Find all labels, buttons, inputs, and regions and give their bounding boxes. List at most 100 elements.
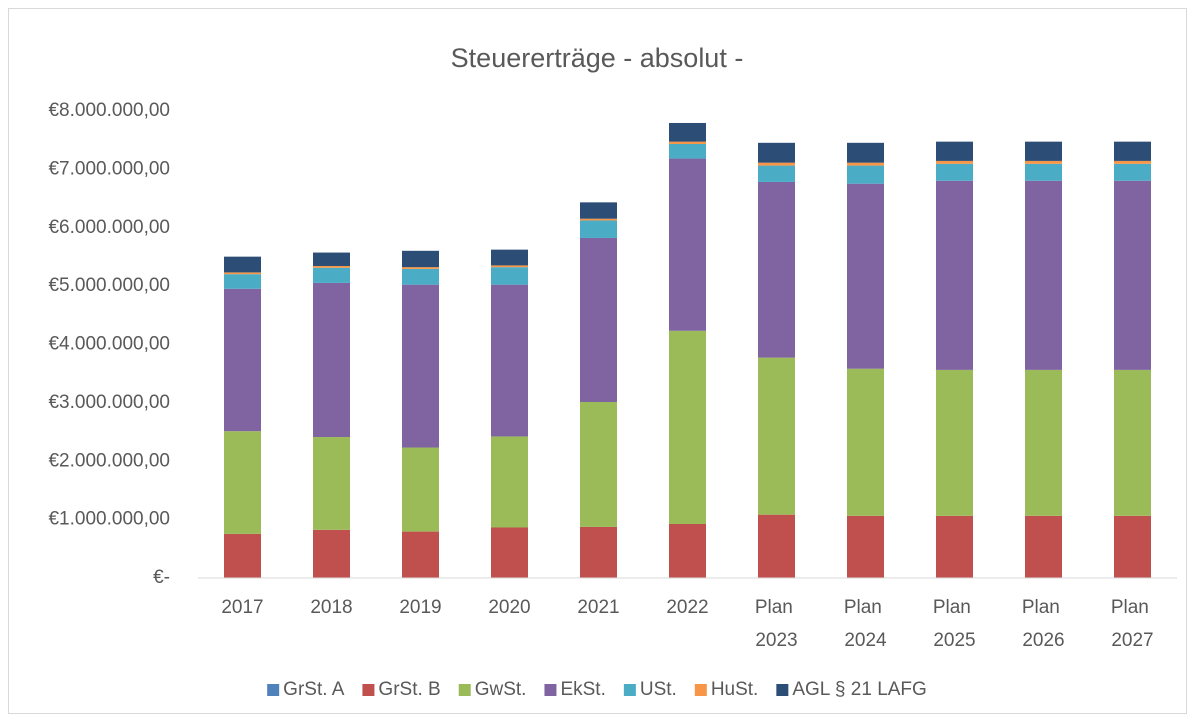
y-tick-label: €1.000.000,00 [48, 509, 170, 530]
x-tick-label: 2017 [221, 597, 263, 618]
bar-segment [224, 288, 261, 432]
y-tick-label: €- [153, 567, 170, 588]
bar-segment [580, 401, 617, 527]
y-tick-label: €4.000.000,00 [48, 334, 170, 355]
bar-segment [936, 180, 973, 370]
bar-segment [1025, 180, 1062, 370]
x-tick-label: Plan 2024 [844, 597, 887, 651]
bar-segment [669, 122, 706, 142]
bar-segment [847, 515, 884, 578]
bar-segment [224, 431, 261, 534]
bar-segment [580, 237, 617, 402]
bar-segment [313, 437, 350, 530]
bar-segment [402, 250, 439, 268]
bar-segment [402, 268, 439, 285]
legend-swatch [267, 684, 280, 696]
legend: GrSt. A GrSt. B GwSt. EkSt. USt. HuSt. AGL § 2… [267, 679, 927, 700]
bar-segment [1025, 160, 1062, 164]
legend-label: AGL § 21 LAFG [792, 679, 926, 700]
bar-segment [402, 531, 439, 578]
x-tick-label: Plan 2025 [933, 597, 976, 651]
bar-segment [580, 202, 617, 219]
legend-label: EkSt. [560, 679, 605, 700]
y-tick-label: €3.000.000,00 [48, 392, 170, 413]
bar-segment [847, 183, 884, 369]
legend-label: GrSt. A [283, 679, 345, 700]
bar-segment [758, 514, 795, 578]
bar-segment [1114, 141, 1151, 161]
bar-segment [313, 529, 350, 578]
bar-segment [580, 220, 617, 238]
bar-segment [580, 218, 617, 221]
bar-segment [402, 267, 439, 269]
bar-segment [1025, 515, 1062, 578]
bar-segment [491, 527, 528, 578]
bar-segment [402, 447, 439, 532]
chart-title: Steuererträge - absolut - [451, 43, 744, 73]
bar-segment [758, 357, 795, 515]
bar-segment [1114, 515, 1151, 578]
legend-label: GrSt. B [378, 679, 440, 700]
x-tick-label: 2018 [310, 597, 352, 618]
bar-segment [847, 165, 884, 184]
bar-segment [936, 369, 973, 516]
x-tick-label: 2021 [577, 597, 619, 618]
bar-segment [313, 252, 350, 266]
y-tick-label: €6.000.000,00 [48, 217, 170, 238]
bar-segment [1025, 163, 1062, 181]
bar-segment [936, 160, 973, 164]
legend-swatch [458, 684, 471, 696]
legend-swatch [776, 684, 789, 696]
bar-segment [313, 282, 350, 438]
bar-segment [224, 274, 261, 289]
bar-segment [758, 181, 795, 358]
y-tick-label: €7.000.000,00 [48, 158, 170, 179]
bar-segment [669, 143, 706, 159]
legend-swatch [623, 684, 636, 696]
x-tick-label: 2022 [666, 597, 708, 618]
bar-segment [847, 142, 884, 163]
x-tick-label: Plan 2027 [1111, 597, 1154, 651]
bar-segment [936, 163, 973, 181]
bar-segment [758, 162, 795, 166]
bar-segment [936, 515, 973, 578]
x-tick-label: 2020 [488, 597, 530, 618]
bar-segment [758, 142, 795, 163]
bar-segment [491, 284, 528, 437]
y-tick-label: €2.000.000,00 [48, 450, 170, 471]
bar-segment [847, 368, 884, 516]
legend-label: GwSt. [475, 679, 527, 700]
bar-segment [758, 165, 795, 182]
bar-segment [1114, 180, 1151, 370]
bar-segment [936, 141, 973, 161]
y-tick-label: €5.000.000,00 [48, 275, 170, 296]
bar-segment [1025, 141, 1062, 161]
x-tick-label: Plan 2023 [755, 597, 798, 651]
x-tick-label: Plan 2026 [1022, 597, 1065, 651]
bar-segment [491, 249, 528, 266]
bar-segment [313, 265, 350, 268]
legend-swatch [694, 684, 707, 696]
x-tick-label: 2019 [399, 597, 441, 618]
bar-segment [491, 436, 528, 528]
legend-swatch [544, 684, 557, 696]
bar-segment [1025, 369, 1062, 516]
bar-segment [847, 162, 884, 166]
bar-segment [669, 330, 706, 525]
bar-segment [669, 141, 706, 144]
bar-segment [313, 267, 350, 283]
bar-segment [491, 265, 528, 268]
bar-segment [224, 272, 261, 275]
bar-segment [491, 267, 528, 285]
bar-segment [669, 524, 706, 578]
legend-label: HuSt. [711, 679, 759, 700]
bar-segment [1114, 369, 1151, 516]
bar-segment [402, 284, 439, 448]
bar-segment [1114, 160, 1151, 164]
bar-segment [224, 256, 261, 273]
bar-segment [224, 533, 261, 578]
legend-label: USt. [640, 679, 677, 700]
legend-swatch [362, 684, 375, 696]
bar-segment [580, 526, 617, 578]
